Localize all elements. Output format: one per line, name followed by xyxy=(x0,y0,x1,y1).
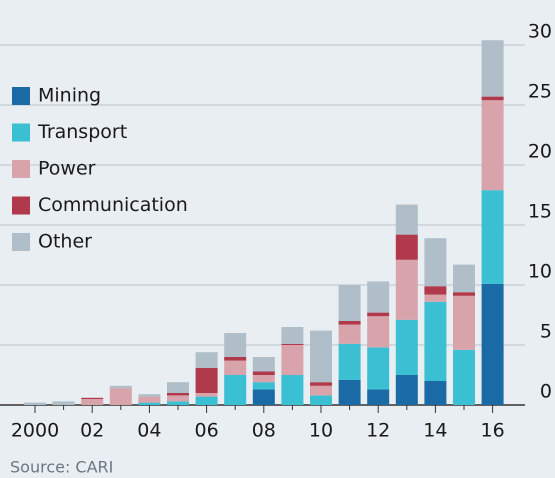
bar-segment xyxy=(138,396,161,403)
y-tick-label: 5 xyxy=(540,321,552,343)
legend-label: Power xyxy=(38,158,96,180)
bar-segment xyxy=(195,393,218,397)
legend-label: Transport xyxy=(37,121,127,143)
bar-segment xyxy=(252,357,275,372)
bar-segment xyxy=(138,402,161,405)
x-tick-label: 16 xyxy=(481,420,505,442)
bar-segment xyxy=(395,319,418,375)
bar-segment xyxy=(281,327,304,344)
bar-segment xyxy=(481,100,504,191)
bar-segment xyxy=(195,367,218,393)
bar-segment xyxy=(367,347,390,390)
y-tick-label: 20 xyxy=(528,141,552,163)
bar-segment xyxy=(24,402,46,405)
bar-segment xyxy=(81,399,104,405)
x-tick-label: 10 xyxy=(309,420,333,442)
bar-segment xyxy=(395,204,418,235)
bar-segment xyxy=(338,321,361,325)
x-tick-label: 2000 xyxy=(11,420,59,442)
bar-segment xyxy=(167,382,189,393)
bar-segment xyxy=(481,40,504,97)
bar-segment xyxy=(424,286,447,295)
bar-segment xyxy=(195,396,218,405)
x-tick-label: 04 xyxy=(137,420,161,442)
bar-segment xyxy=(453,349,475,405)
y-tick-label: 10 xyxy=(528,261,552,283)
bar-segment xyxy=(367,281,390,313)
bar-segment xyxy=(109,388,132,405)
bar-segment xyxy=(281,375,304,405)
bar-segment xyxy=(367,389,390,405)
legend-swatch xyxy=(12,233,30,251)
x-tick-label: 02 xyxy=(80,420,104,442)
bar-segment xyxy=(167,401,189,405)
bar-segment xyxy=(453,292,475,296)
bar-segment xyxy=(395,375,418,405)
y-tick-label: 0 xyxy=(540,381,552,403)
legend-label: Other xyxy=(38,231,92,253)
legend-swatch xyxy=(12,123,30,142)
bar-segment xyxy=(338,379,361,405)
bar-segment xyxy=(138,394,161,397)
bar-segment xyxy=(481,283,504,405)
x-tick-label: 06 xyxy=(195,420,219,442)
bar-segment xyxy=(310,382,332,386)
bar-segment xyxy=(481,190,504,284)
x-tick-label: 14 xyxy=(423,420,447,442)
bar-segment xyxy=(109,385,132,389)
bar-segment xyxy=(424,238,447,287)
bar-segment xyxy=(310,385,332,396)
bar-segment xyxy=(224,360,247,375)
bar-segment xyxy=(367,312,390,317)
bar-segment xyxy=(367,316,390,348)
legend-label: Communication xyxy=(38,194,188,216)
bar-segment xyxy=(252,375,275,383)
bar-segment xyxy=(224,375,247,405)
bar-segment xyxy=(252,389,275,405)
bar-segment xyxy=(310,395,332,405)
bar-segment xyxy=(252,382,275,390)
bar-segment xyxy=(338,324,361,344)
bar-segment xyxy=(81,397,104,399)
x-tick-label: 12 xyxy=(366,420,390,442)
bar-segment xyxy=(424,294,447,302)
bar-segment xyxy=(167,393,189,396)
bar-segment xyxy=(310,330,332,383)
bar-segment xyxy=(281,343,304,345)
legend-swatch xyxy=(12,160,30,178)
source: Source: CARI xyxy=(10,458,113,477)
bar-segment xyxy=(167,395,189,402)
y-tick-label: 30 xyxy=(528,21,552,43)
x-tick-label: 08 xyxy=(252,420,276,442)
bar-segment xyxy=(195,352,218,368)
y-tick-label: 25 xyxy=(528,81,552,103)
bar-segment xyxy=(453,264,475,293)
bar-segment xyxy=(424,381,447,405)
bar-segment xyxy=(395,259,418,320)
bar-segment xyxy=(481,96,504,101)
y-tick-label: 15 xyxy=(528,201,552,223)
bar-segment xyxy=(395,234,418,260)
bar-segment xyxy=(424,301,447,381)
legend-label: Mining xyxy=(38,85,101,107)
bar-segment xyxy=(338,343,361,380)
bar-segment xyxy=(453,295,475,350)
bar-segment xyxy=(338,285,361,321)
bar-segment xyxy=(224,333,247,357)
bar-segment xyxy=(52,401,75,405)
legend-swatch xyxy=(12,196,30,215)
bar-segment xyxy=(224,357,247,361)
bar-segment xyxy=(281,345,304,375)
bar-segment xyxy=(252,371,275,375)
legend-swatch xyxy=(12,87,30,105)
